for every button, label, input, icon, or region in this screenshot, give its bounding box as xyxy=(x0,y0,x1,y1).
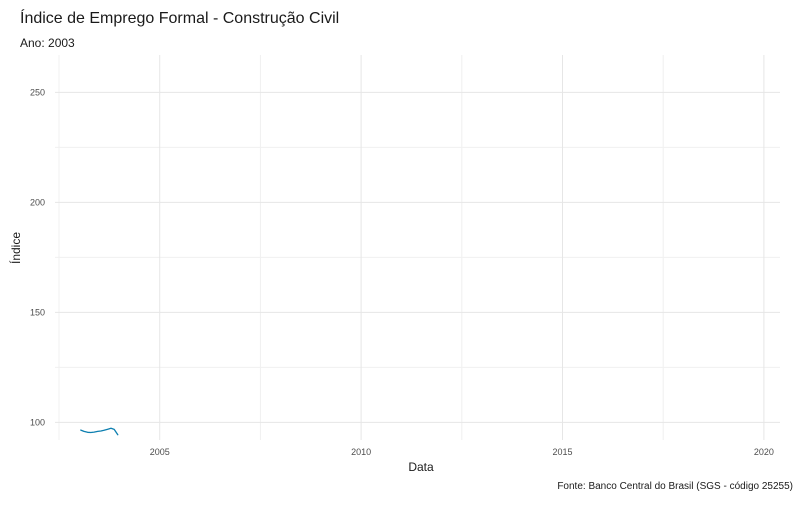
chart-caption: Fonte: Banco Central do Brasil (SGS - có… xyxy=(557,481,793,492)
x-axis-label: Data xyxy=(408,460,434,474)
x-tick-label: 2015 xyxy=(552,447,572,457)
series-line xyxy=(80,427,119,436)
y-tick-labels: 100 150 200 250 xyxy=(30,87,45,427)
y-tick-label: 100 xyxy=(30,417,45,427)
x-tick-label: 2020 xyxy=(754,447,774,457)
minor-gridlines xyxy=(55,55,780,440)
chart-title: Índice de Emprego Formal - Construção Ci… xyxy=(20,8,339,27)
chart-subtitle: Ano: 2003 xyxy=(20,36,75,50)
major-gridlines xyxy=(55,55,780,440)
y-axis-label: Índice xyxy=(8,232,23,264)
y-tick-label: 250 xyxy=(30,87,45,97)
x-tick-label: 2005 xyxy=(150,447,170,457)
y-tick-label: 200 xyxy=(30,197,45,207)
series-lines xyxy=(80,427,119,436)
y-tick-label: 150 xyxy=(30,307,45,317)
x-tick-label: 2010 xyxy=(351,447,371,457)
x-tick-labels: 2005 2010 2015 2020 xyxy=(150,447,774,457)
